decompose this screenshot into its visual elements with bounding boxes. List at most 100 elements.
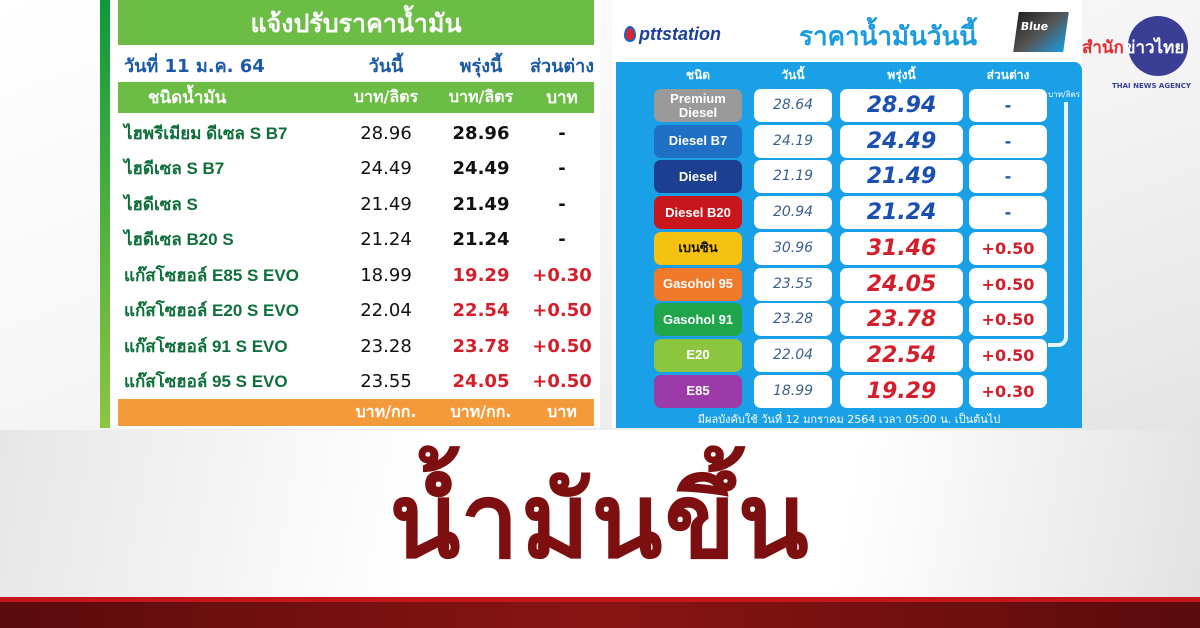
header-cell: ชนิด (685, 68, 711, 82)
board-title: ราคาน้ำมันวันนี้ (799, 22, 977, 52)
fuel-row: Diesel B7 24.19 24.49- (616, 124, 1082, 158)
cell-diff: +0.50 (969, 231, 1047, 265)
fuel-row: Diesel 21.19 21.49- (616, 160, 1082, 194)
left-price-table: แจ้งปรับราคาน้ำมัน วันที่ 11 ม.ค. 64 วัน… (100, 0, 600, 428)
table-title: แจ้งปรับราคาน้ำมัน (118, 0, 594, 45)
logo-circle (1128, 16, 1188, 76)
cell-diff: +0.50 (532, 300, 592, 321)
cell-today: 20.94 (754, 196, 832, 230)
cell-diff: +0.30 (969, 374, 1047, 408)
cell-diff: - (969, 89, 1047, 122)
headline: น้ำมันขึ้น (389, 460, 811, 582)
fuel-row: Diesel B20 20.94 21.24- (616, 196, 1082, 230)
fuel-badge: Gasohol 91 (654, 303, 742, 337)
ptt-drop-icon (624, 26, 636, 42)
header-cell: ชนิดน้ำมัน (148, 88, 227, 108)
fuel-row: เบนซิน 30.96 31.46 +0.50 (616, 231, 1082, 265)
fuel-row: Gasohol 95 23.55 24.05 +0.50 (616, 267, 1082, 301)
fuel-nozzle-icon (1048, 102, 1068, 347)
thai-news-agency-logo: สำนักข่าวไทย THAI NEWS AGENCY (1082, 12, 1200, 92)
cell-diff: - (969, 124, 1047, 158)
cell-tomorrow: 24.05 (840, 267, 963, 301)
header-cell: บาท (546, 88, 578, 108)
cell-tomorrow: 19.29 (840, 374, 963, 408)
col-diff: ส่วนต่าง (530, 55, 594, 77)
header-cell: บาท/ลิตร (353, 87, 419, 106)
header-cell: วันนี้ (781, 68, 805, 82)
cell-name: แก๊สโซฮอล์ 91 S EVO (124, 336, 288, 356)
cell-name: ไฮดีเซล B20 S (124, 230, 234, 249)
fuel-row: ไฮพรีเมียม ดีเซล S B7 28.96 28.96 - (118, 115, 594, 151)
logo-text-white: ข่าวไทย (1123, 38, 1185, 58)
fuel-row: แก๊สโซฮอล์ E85 S EVO 18.99 19.29 +0.30 (118, 257, 594, 293)
fuel-row: ไฮดีเซล S B7 24.49 24.49 - (118, 151, 594, 187)
cell-diff: - (969, 160, 1047, 194)
cell-tomorrow: 21.24 (840, 196, 963, 230)
footer-cell: บาท (547, 402, 577, 421)
fuel-badge: Premium Diesel (654, 89, 742, 122)
cell-name: ไฮดีเซล S (124, 194, 198, 214)
fuel-row: ไฮดีเซล B20 S 21.24 21.24 - (118, 222, 594, 258)
accent-bar (100, 0, 110, 428)
cell-tomorrow: 31.46 (840, 231, 963, 265)
unit-label: บาท/ลิตร (1048, 90, 1080, 99)
cell-name: แก๊สโซฮอล์ 95 S EVO (124, 372, 288, 391)
fuel-row: แก๊สโซฮอล์ 91 S EVO 23.28 23.78 +0.50 (118, 328, 594, 364)
fuel-badge: Diesel B20 (654, 196, 742, 230)
ptt-price-board: pttstation ราคาน้ำมันวันนี้ Blue ชนิด วั… (612, 0, 1082, 428)
board-panel: ชนิด วันนี้ พรุ่งนี้ ส่วนต่าง บาท/ลิตร P… (616, 62, 1082, 428)
cell-today: 24.49 (360, 158, 412, 179)
fuel-badge: Diesel (654, 160, 742, 194)
cell-tomorrow: 28.94 (840, 89, 963, 122)
cell-today: 21.19 (754, 160, 832, 194)
ptt-logo: pttstation (624, 24, 721, 45)
cell-diff: +0.30 (532, 264, 592, 286)
cell-diff: +0.50 (969, 303, 1047, 337)
cell-name: ไฮดีเซล S B7 (124, 159, 225, 178)
cell-diff: +0.50 (969, 267, 1047, 301)
cell-diff: +0.50 (532, 335, 592, 357)
cell-diff: +0.50 (969, 338, 1047, 372)
date: วันที่ 11 ม.ค. 64 (124, 55, 265, 77)
footer-row: บาท/กก. บาท/กก. บาท (118, 399, 594, 426)
cell-diff: - (558, 158, 566, 179)
cell-tomorrow: 22.54 (452, 300, 510, 321)
cell-diff: +0.50 (532, 371, 592, 392)
logo-text: สำนักข่าวไทย (1082, 34, 1184, 61)
header-cell: พรุ่งนี้ (887, 68, 916, 82)
effective-note: มีผลบังคับใช้ วันที่ 12 มกราคม 2564 เวลา… (697, 413, 1001, 426)
bottom-strip (0, 602, 1200, 628)
fuel-badge: Gasohol 95 (654, 267, 742, 301)
cell-tomorrow: 19.29 (452, 264, 510, 286)
cell-tomorrow: 24.05 (452, 371, 510, 392)
divider (0, 597, 1200, 602)
footer-cell: บาท/กก. (450, 402, 512, 421)
logo-english: THAI NEWS AGENCY (1112, 82, 1191, 90)
fuel-badge: E20 (654, 338, 742, 372)
cell-today: 30.96 (754, 231, 832, 265)
cell-today: 18.99 (754, 374, 832, 408)
cell-tomorrow: 21.49 (452, 193, 510, 215)
fuel-badge: Diesel B7 (654, 124, 742, 158)
fuel-row: E20 22.04 22.54 +0.50 (616, 338, 1082, 372)
fuel-row: E85 18.99 19.29 +0.30 (616, 374, 1082, 408)
fuel-row: Premium Diesel 28.64 28.94- (616, 89, 1082, 122)
blue-card-logo: Blue (1013, 12, 1069, 52)
logo-text-red: สำนัก (1082, 38, 1124, 58)
cell-tomorrow: 23.78 (840, 303, 963, 337)
fuel-badge: E85 (654, 374, 742, 408)
brand: pttstation (639, 24, 721, 44)
cell-today: 28.64 (754, 89, 832, 122)
fuel-row: Gasohol 91 23.28 23.78 +0.50 (616, 303, 1082, 337)
cell-tomorrow: 24.49 (452, 158, 510, 179)
cell-today: 22.04 (360, 300, 412, 321)
cell-tomorrow: 21.24 (452, 229, 510, 250)
cell-tomorrow: 22.54 (840, 338, 963, 372)
cell-today: 24.19 (754, 124, 832, 158)
cell-name: แก๊สโซฮอล์ E85 S EVO (124, 265, 299, 285)
cell-today: 28.96 (360, 122, 412, 144)
header-row: ชนิดน้ำมัน บาท/ลิตร บาท/ลิตร บาท (118, 82, 594, 113)
cell-tomorrow: 24.49 (840, 124, 963, 158)
fuel-row: แก๊สโซฮอล์ 95 S EVO 23.55 24.05 +0.50 (118, 364, 594, 400)
header-cell: ส่วนต่าง (986, 68, 1030, 82)
